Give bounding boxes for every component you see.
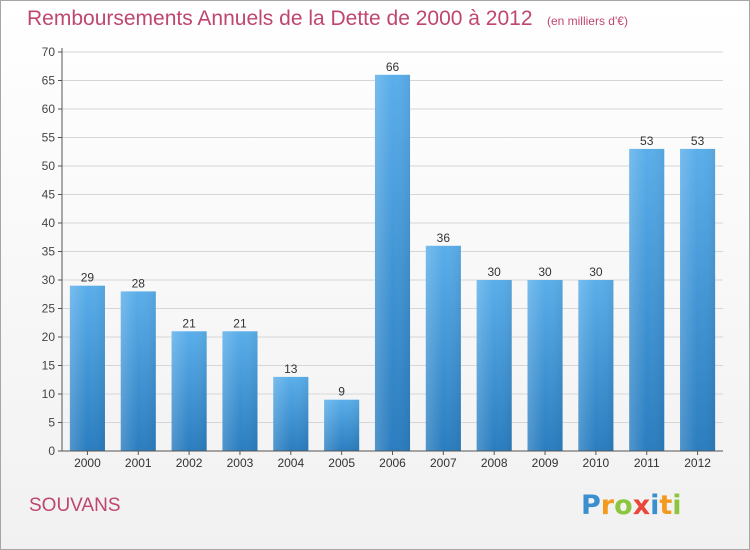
bar-shading — [425, 245, 461, 451]
x-tick-label: 2002 — [176, 456, 203, 470]
x-tick-label: 2003 — [227, 456, 254, 470]
x-tick-label: 2008 — [481, 456, 508, 470]
bar-value-label: 21 — [233, 316, 247, 330]
bar-shading — [374, 74, 411, 452]
logo-letter: t — [659, 490, 673, 521]
logo-letter: o — [614, 490, 633, 521]
chart-title-unit: (en milliers d'€) — [546, 14, 628, 28]
logo-letter: i — [650, 490, 660, 521]
x-tick-label: 2012 — [684, 456, 711, 470]
bar-value-label: 13 — [284, 362, 298, 376]
bar-value-label: 53 — [691, 134, 705, 148]
bar-shading — [222, 331, 258, 451]
bar-value-label: 53 — [640, 134, 654, 148]
y-tick-label: 5 — [48, 416, 55, 430]
chart-title-main: Remboursements Annuels de la Dette de 20… — [27, 7, 533, 30]
bar-shading — [171, 331, 207, 451]
y-tick-label: 50 — [42, 159, 56, 173]
x-tick-label: 2007 — [430, 456, 457, 470]
bar-value-label: 28 — [132, 276, 146, 290]
y-tick-label: 15 — [42, 359, 56, 373]
bar-value-label: 66 — [386, 60, 400, 74]
y-tick-label: 65 — [42, 74, 56, 88]
x-tick-label: 2011 — [634, 456, 660, 470]
y-tick-label: 10 — [42, 387, 56, 401]
x-tick-label: 2005 — [328, 456, 355, 470]
bar-shading — [680, 148, 716, 451]
bar-shading — [69, 285, 105, 451]
y-tick-label: 60 — [42, 102, 56, 116]
chart-title: Remboursements Annuels de la Dette de 20… — [27, 7, 628, 31]
bar-value-label: 9 — [338, 385, 345, 399]
bar-value-label: 30 — [488, 265, 502, 279]
y-tick-label: 55 — [42, 131, 56, 145]
bar-value-label: 21 — [182, 316, 196, 330]
x-tick-label: 2009 — [532, 456, 559, 470]
logo-letter: r — [600, 490, 615, 521]
y-tick-label: 40 — [42, 216, 56, 230]
y-tick-label: 0 — [48, 444, 55, 458]
x-tick-label: 2006 — [379, 456, 406, 470]
bar-value-label: 29 — [81, 271, 95, 285]
x-tick-label: 2001 — [125, 456, 152, 470]
bar-shading — [273, 376, 309, 451]
bar-shading — [324, 399, 360, 451]
proxiti-logo[interactable]: Proxiti — [581, 490, 682, 521]
bar-value-label: 36 — [437, 231, 451, 245]
bar-shading — [629, 148, 665, 451]
y-tick-label: 35 — [42, 245, 56, 259]
logo-letter: x — [632, 490, 651, 521]
x-tick-label: 2010 — [583, 456, 610, 470]
x-tick-label: 2000 — [74, 456, 101, 470]
bar-value-label: 30 — [589, 265, 603, 279]
x-tick-label: 2004 — [277, 456, 304, 470]
commune-name: SOUVANS — [29, 495, 121, 516]
y-tick-label: 70 — [42, 45, 56, 59]
y-tick-label: 45 — [42, 188, 56, 202]
bar-shading — [527, 280, 563, 451]
logo-letter: P — [581, 490, 601, 521]
bar-shading — [120, 291, 156, 451]
y-tick-label: 25 — [42, 302, 56, 316]
bar-shading — [476, 280, 512, 451]
y-tick-label: 30 — [42, 273, 56, 287]
logo-letter: i — [672, 490, 682, 521]
bar-value-label: 30 — [538, 265, 552, 279]
y-tick-label: 20 — [42, 330, 56, 344]
bar-shading — [578, 280, 614, 451]
